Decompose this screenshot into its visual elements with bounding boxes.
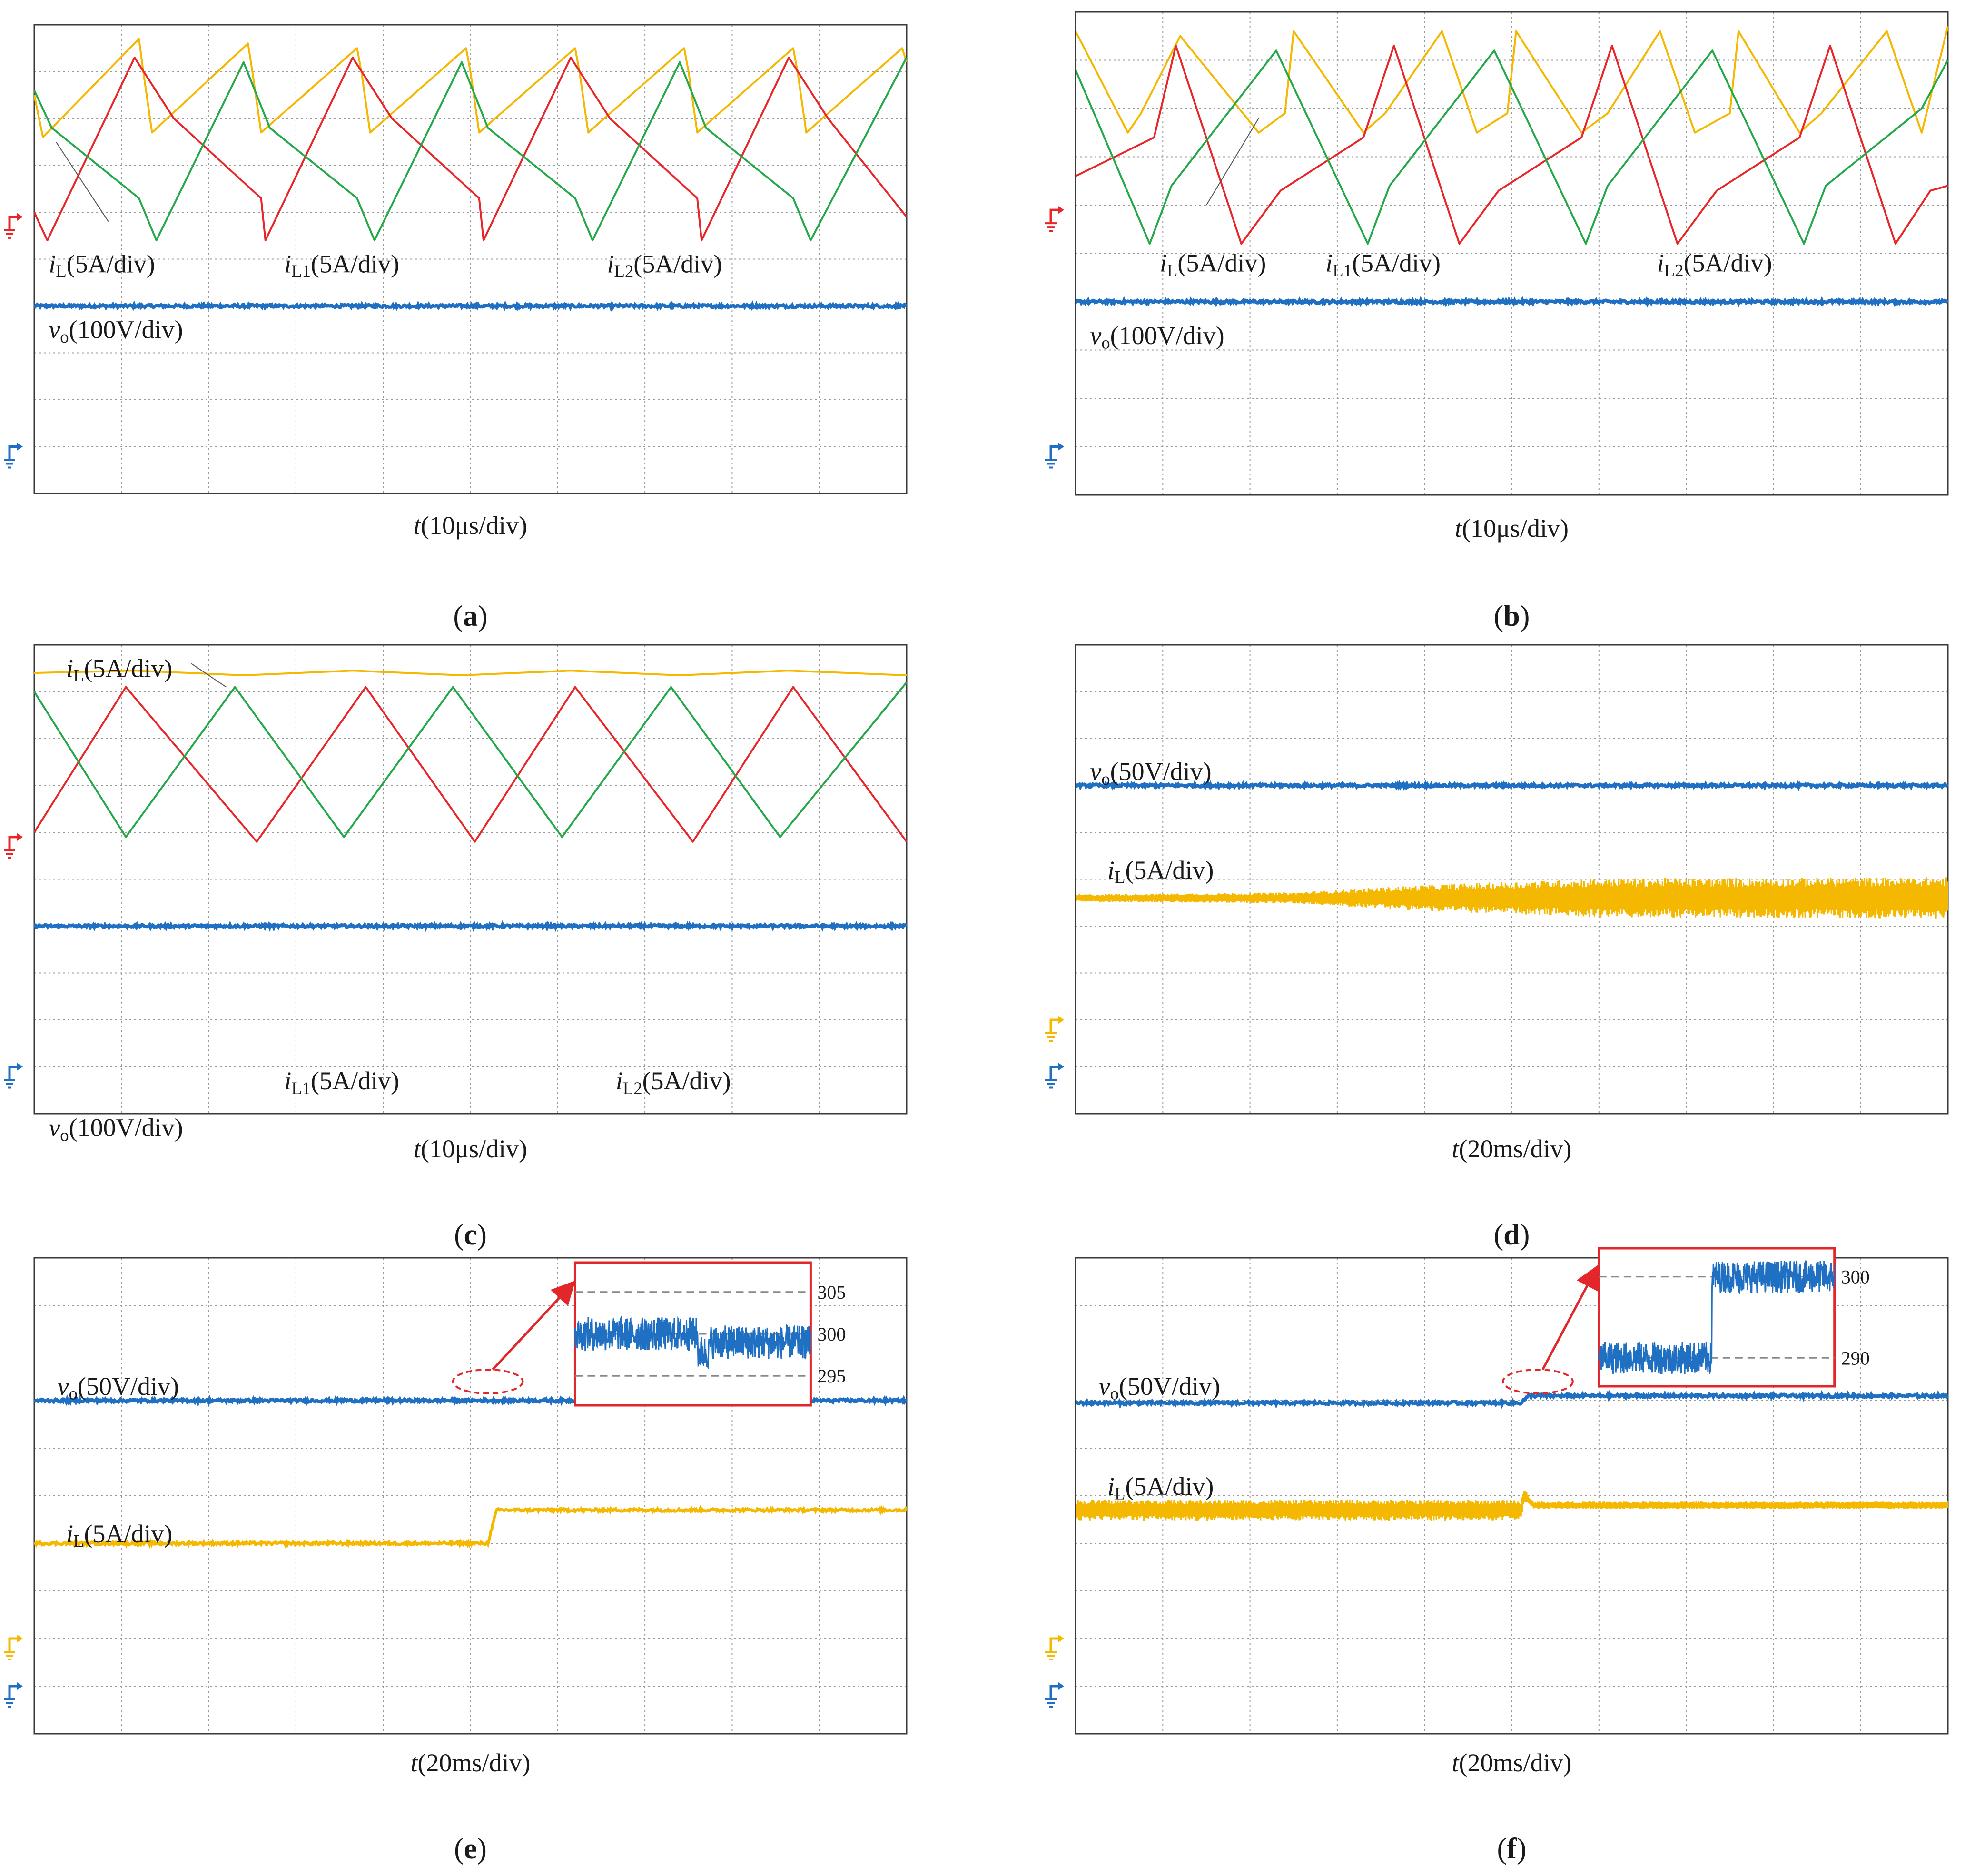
ground-marker-iL-icon: [4, 1635, 23, 1660]
trace-iL2: [34, 57, 907, 242]
ground-marker-vo-icon: [4, 443, 23, 469]
inset-tick-label: 290: [1841, 1347, 1870, 1369]
ground-marker-vo-icon: [1045, 443, 1064, 469]
ground-marker-iL1-icon: [4, 833, 23, 859]
label-iL2: iL2(5A/div): [616, 1066, 731, 1098]
label-iL1: iL1(5A/div): [1325, 249, 1441, 280]
plot-frame: [33, 1257, 908, 1735]
grid-a: [34, 25, 907, 494]
plot-frame: [1075, 11, 1949, 496]
traces-a: [34, 38, 907, 312]
label-vo: vo(50V/div): [1090, 757, 1211, 789]
trace-iL1: [1076, 45, 1948, 245]
panel-f: vo(50V/div) iL(5A/div) 300 290 t(20ms/div) (f…: [1045, 1247, 1949, 1865]
label-leader: [55, 141, 109, 222]
grid-c: [34, 645, 907, 1114]
label-leader: [191, 663, 227, 688]
plot-frame: [1075, 644, 1949, 1115]
label-vo: vo(100V/div): [49, 1114, 183, 1145]
label-leader: [1206, 118, 1259, 206]
label-iL: iL(5A/div): [1107, 856, 1214, 887]
panel-b: iL(5A/div) iL1(5A/div) iL2(5A/div) vo(100V/…: [1045, 11, 1949, 632]
traces-c: [34, 670, 907, 932]
inset-f: 300 290: [1598, 1247, 1870, 1388]
x-axis-label: t(10μs/div): [414, 511, 527, 540]
panel-caption: (f): [1497, 1833, 1527, 1865]
ground-marker-vo-icon: [4, 1682, 23, 1708]
panel-caption: (d): [1494, 1219, 1530, 1251]
label-iL: iL(5A/div): [49, 250, 155, 281]
trace-iL2: [34, 681, 907, 838]
grid-d: [1076, 645, 1948, 1114]
label-iL: iL(5A/div): [66, 654, 172, 685]
trace-iL: [34, 38, 907, 138]
trace-iL: [1076, 877, 1948, 919]
plot-frame: [1075, 1257, 1949, 1735]
zoom-arrow: [492, 1280, 576, 1371]
x-axis-label: t(20ms/div): [410, 1748, 530, 1777]
inset-tick-label: 300: [1841, 1266, 1870, 1288]
label-iL: iL(5A/div): [66, 1520, 172, 1551]
ground-marker-iL1-icon: [1045, 206, 1064, 232]
x-axis-label: t(10μs/div): [414, 1135, 527, 1163]
panel-caption: (a): [453, 600, 487, 632]
zoom-ellipse: [452, 1369, 524, 1394]
label-vo: vo(100V/div): [49, 315, 183, 346]
trace-iL1: [34, 56, 907, 242]
label-iL2: iL2(5A/div): [607, 250, 722, 281]
panel-c: iL(5A/div) iL1(5A/div) iL2(5A/div) vo(100V/…: [4, 644, 908, 1251]
grid-e: [34, 1258, 907, 1734]
ground-marker-vo-icon: [1045, 1682, 1064, 1708]
trace-vo: [34, 300, 907, 312]
inset-e: 305 300 295: [573, 1261, 846, 1407]
label-iL: iL(5A/div): [1160, 249, 1266, 280]
panel-d: vo(50V/div) iL(5A/div) t(20ms/div) (d): [1045, 644, 1949, 1251]
trace-vo: [1076, 1390, 1948, 1410]
ground-marker-vo-icon: [4, 1063, 23, 1089]
zoom-ellipse: [1502, 1369, 1574, 1394]
trace-iL: [34, 670, 907, 676]
trace-vo: [1076, 296, 1948, 308]
trace-iL2: [1076, 49, 1948, 245]
label-iL: iL(5A/div): [1107, 1472, 1214, 1503]
panel-caption: (e): [454, 1833, 487, 1865]
trace-vo: [34, 920, 907, 932]
plot-frame: [33, 24, 908, 494]
x-axis-label: t(20ms/div): [1452, 1135, 1571, 1163]
label-iL1: iL1(5A/div): [284, 1066, 399, 1098]
inset-trace: [574, 1315, 811, 1370]
x-axis-label: t(10μs/div): [1455, 514, 1569, 543]
trace-iL: [34, 1504, 907, 1549]
label-vo: vo(50V/div): [1099, 1372, 1220, 1403]
inset-trace: [1598, 1260, 1836, 1375]
label-vo: vo(50V/div): [58, 1372, 179, 1403]
plot-frame: [33, 644, 908, 1115]
zoom-arrow: [1541, 1264, 1599, 1371]
panel-e: vo(50V/div) iL(5A/div) 305 300 295 t(20ms/div…: [4, 1257, 908, 1865]
ground-marker-iL1-icon: [4, 213, 23, 239]
traces-b: [1076, 26, 1948, 308]
traces-f: [1076, 1390, 1948, 1521]
traces-d: [1076, 780, 1948, 919]
trace-iL: [1076, 1491, 1948, 1521]
inset-tick-label: 295: [817, 1365, 846, 1387]
grid-f: [1076, 1258, 1948, 1734]
panel-caption: (c): [454, 1219, 487, 1251]
trace-vo: [1076, 780, 1948, 792]
x-axis-label: t(20ms/div): [1452, 1748, 1571, 1777]
ground-marker-iL-icon: [1045, 1635, 1064, 1660]
ground-marker-iL-icon: [1045, 1016, 1064, 1042]
ground-marker-vo-icon: [1045, 1063, 1064, 1089]
inset-tick-label: 300: [817, 1323, 846, 1345]
label-vo: vo(100V/div): [1090, 321, 1224, 353]
panel-a: iL(5A/div) iL1(5A/div) iL2(5A/div) vo(100V/…: [4, 24, 908, 632]
label-iL1: iL1(5A/div): [284, 250, 399, 281]
label-iL2: iL2(5A/div): [1657, 249, 1772, 280]
panel-caption: (b): [1494, 600, 1530, 632]
trace-iL1: [34, 686, 907, 843]
inset-tick-label: 305: [817, 1282, 846, 1303]
